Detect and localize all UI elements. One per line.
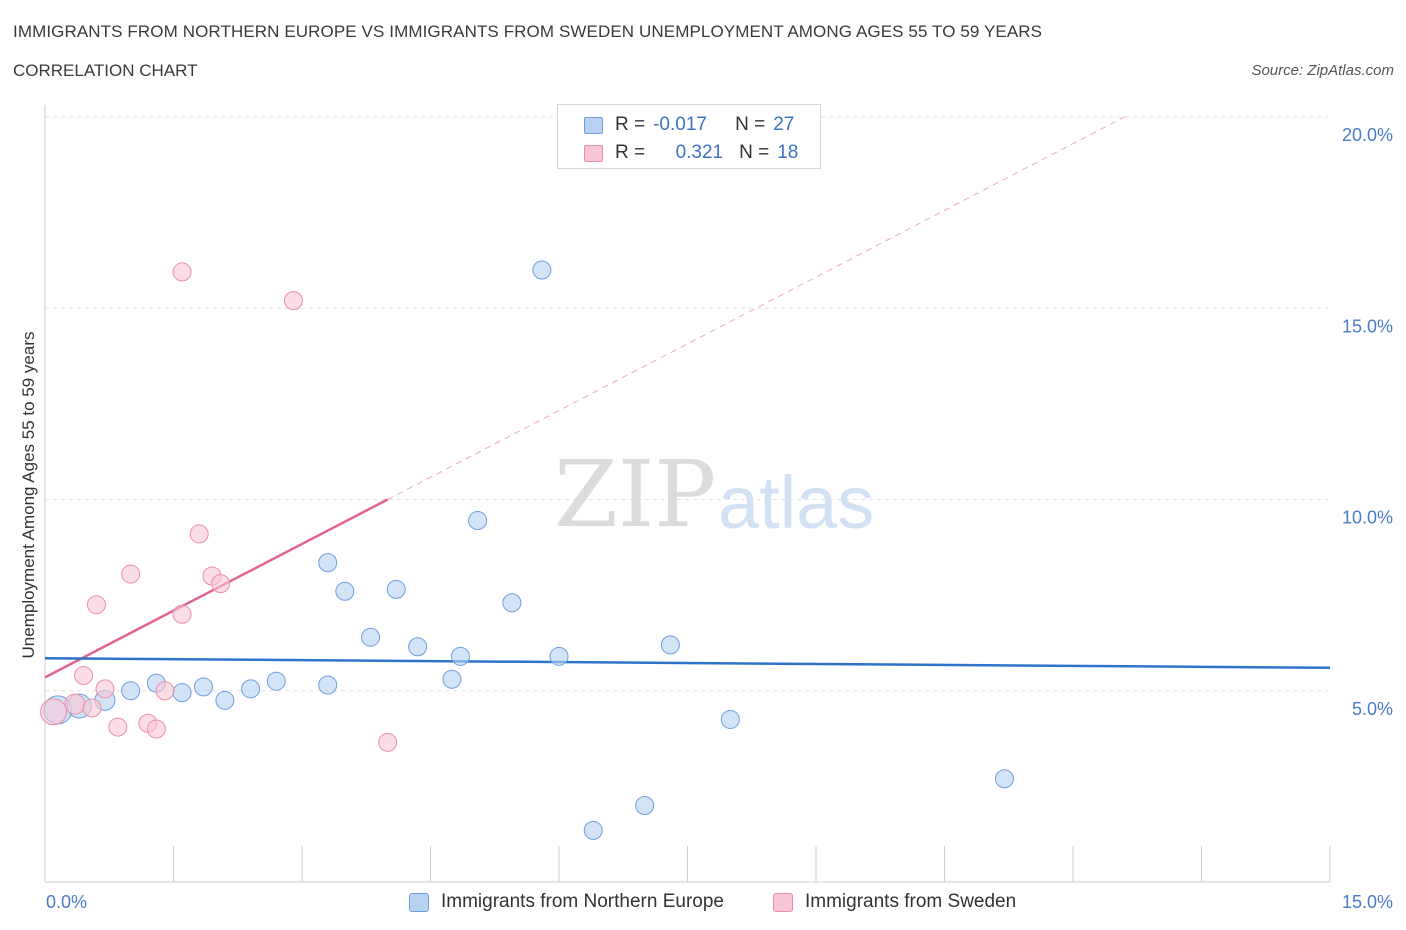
sweden-point xyxy=(172,262,192,282)
northern-europe-point xyxy=(318,553,338,573)
legend-n-value: 18 xyxy=(777,142,799,163)
bottom-legend-swatch-pink xyxy=(773,892,793,912)
grid-lines xyxy=(45,116,1330,692)
sweden-point xyxy=(155,681,175,701)
northern-europe-point xyxy=(266,671,286,691)
northern-europe-point xyxy=(660,635,680,655)
trend-lines xyxy=(44,116,1331,679)
northern-europe-point xyxy=(502,593,522,613)
y-tick-label: 5.0% xyxy=(1352,699,1393,719)
northern-europe-point xyxy=(241,679,261,699)
northern-europe-point xyxy=(468,511,488,531)
northern-europe-point xyxy=(720,709,740,729)
northern-europe-point xyxy=(450,646,470,666)
tick-labels: 5.0% 10.0% 15.0% 20.0% 0.0% 15.0% xyxy=(46,125,1393,912)
bottom-legend-swatch-blue xyxy=(409,892,429,912)
sweden-point xyxy=(108,717,128,737)
northern-europe-point xyxy=(549,646,569,666)
x-tick-label: 0.0% xyxy=(46,892,87,912)
sweden-point xyxy=(211,574,231,594)
legend-n-value: 27 xyxy=(773,114,795,135)
northern-europe-point xyxy=(408,637,428,657)
chart-subtitle: CORRELATION CHART xyxy=(13,61,198,80)
sweden-point xyxy=(74,665,94,685)
legend-n-label: N = xyxy=(739,142,770,163)
legend-r-value: -0.017 xyxy=(653,114,707,135)
sweden-point xyxy=(121,564,141,584)
northern-europe-point xyxy=(193,677,213,697)
sweden-point xyxy=(189,524,209,544)
legend-row-sweden: R = 0.321 N = 18 xyxy=(584,141,798,165)
northern-europe-point xyxy=(442,669,462,689)
x-tick-label: 15.0% xyxy=(1342,892,1393,912)
northern-europe-point xyxy=(635,796,655,815)
legend-swatch-blue xyxy=(584,116,603,134)
northern-europe-point xyxy=(335,581,355,601)
watermark-atlas: atlas xyxy=(718,461,874,544)
northern-europe-point xyxy=(361,627,381,647)
watermark-zip: ZIP xyxy=(554,441,716,548)
legend-n-label: N = xyxy=(735,114,766,135)
correlation-legend: R = -0.017 N = 27 R = 0.321 N = 18 xyxy=(557,104,821,169)
legend-r-label: R = xyxy=(615,142,646,163)
sweden-point xyxy=(82,698,102,718)
northern-europe-point xyxy=(215,690,235,710)
northern-europe-point xyxy=(318,675,338,695)
sweden-point xyxy=(283,291,303,311)
sweden-point xyxy=(172,604,192,624)
northern-europe-trend-line xyxy=(44,656,1331,670)
northern-europe-point xyxy=(532,260,552,280)
northern-europe-point xyxy=(386,579,406,599)
bottom-legend-northern-europe: Immigrants from Northern Europe xyxy=(409,889,724,915)
legend-r-value: 0.321 xyxy=(675,142,724,163)
chart-title: IMMIGRANTS FROM NORTHERN EUROPE VS IMMIG… xyxy=(13,22,1043,41)
sweden-point xyxy=(86,595,106,615)
northern-europe-point xyxy=(994,769,1014,789)
northern-europe-point xyxy=(172,683,192,703)
legend-row-northern-europe: R = -0.017 N = 27 xyxy=(584,113,794,137)
bottom-legend-sweden: Immigrants from Sweden xyxy=(773,889,1016,915)
legend-swatch-pink xyxy=(584,144,603,162)
y-tick-label: 20.0% xyxy=(1342,125,1393,145)
y-tick-label: 15.0% xyxy=(1342,316,1393,336)
data-points xyxy=(40,260,1014,840)
sweden-point xyxy=(64,693,86,715)
northern-europe-point xyxy=(121,681,141,701)
watermark: ZIP atlas xyxy=(554,441,874,548)
sweden-point xyxy=(146,719,166,739)
y-axis-label: Unemployment Among Ages 55 to 59 years xyxy=(19,332,38,659)
bottom-legend-label: Immigrants from Sweden xyxy=(805,891,1017,912)
northern-europe-point xyxy=(583,820,603,840)
bottom-legend-label: Immigrants from Northern Europe xyxy=(441,891,724,912)
y-tick-label: 10.0% xyxy=(1342,508,1393,528)
axes xyxy=(44,105,1331,883)
source-label: Source: ZipAtlas.com xyxy=(1251,62,1394,79)
sweden-point xyxy=(378,732,398,752)
sweden-point xyxy=(40,698,68,726)
legend-r-label: R = xyxy=(615,114,646,135)
sweden-point xyxy=(95,679,115,699)
